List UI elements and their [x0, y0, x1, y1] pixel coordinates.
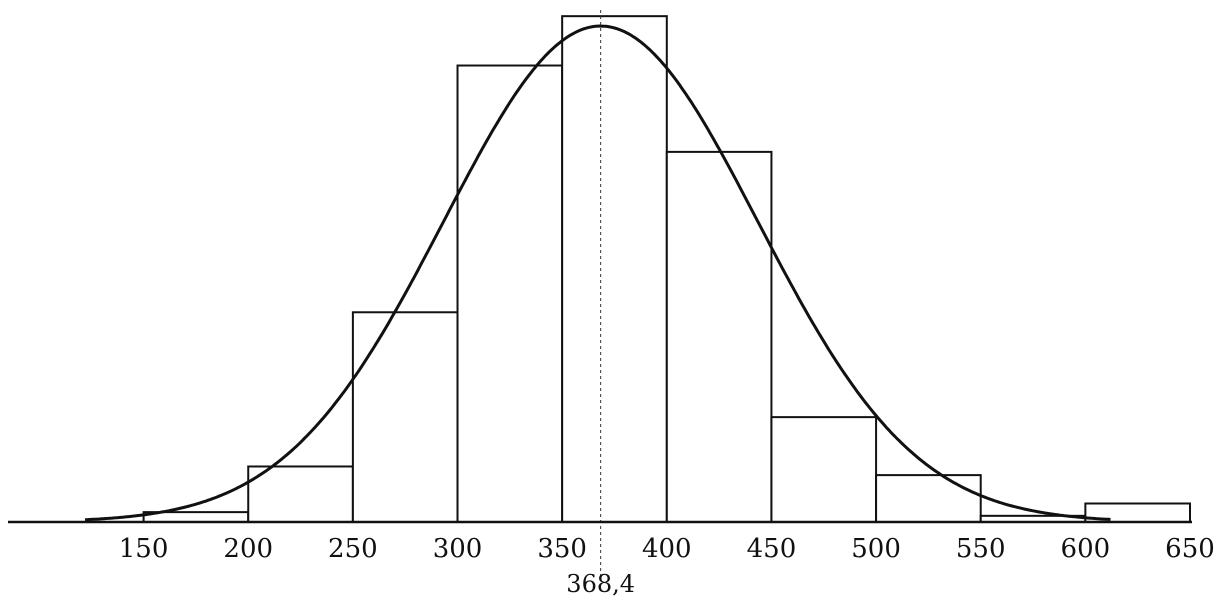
histogram-bar [351, 311, 459, 523]
mean-label: 368,4 [566, 570, 635, 598]
histogram-bar [456, 64, 564, 524]
x-tick-label: 600 [1061, 534, 1111, 564]
histogram-bar [561, 15, 668, 524]
x-tick-label: 450 [747, 534, 797, 564]
histogram-bar [875, 474, 982, 523]
x-tick-label: 500 [851, 534, 901, 564]
x-tick-label: 650 [1165, 534, 1215, 564]
normal-curve [84, 24, 1111, 522]
histogram-bar [770, 416, 878, 524]
x-tick-label: 300 [433, 534, 483, 564]
x-tick-label: 150 [119, 534, 169, 564]
histogram-bar [247, 465, 354, 524]
x-tick-label: 550 [956, 534, 1006, 564]
x-tick-labels: 150 200 250 300 350 400 450 500 550 600 650 [119, 534, 1215, 564]
x-tick-label: 250 [328, 534, 378, 564]
histogram-bars [142, 15, 1192, 524]
x-tick-label: 350 [537, 534, 587, 564]
x-tick-label: 400 [642, 534, 692, 564]
histogram-bar [665, 150, 773, 523]
x-tick-label: 200 [223, 534, 273, 564]
